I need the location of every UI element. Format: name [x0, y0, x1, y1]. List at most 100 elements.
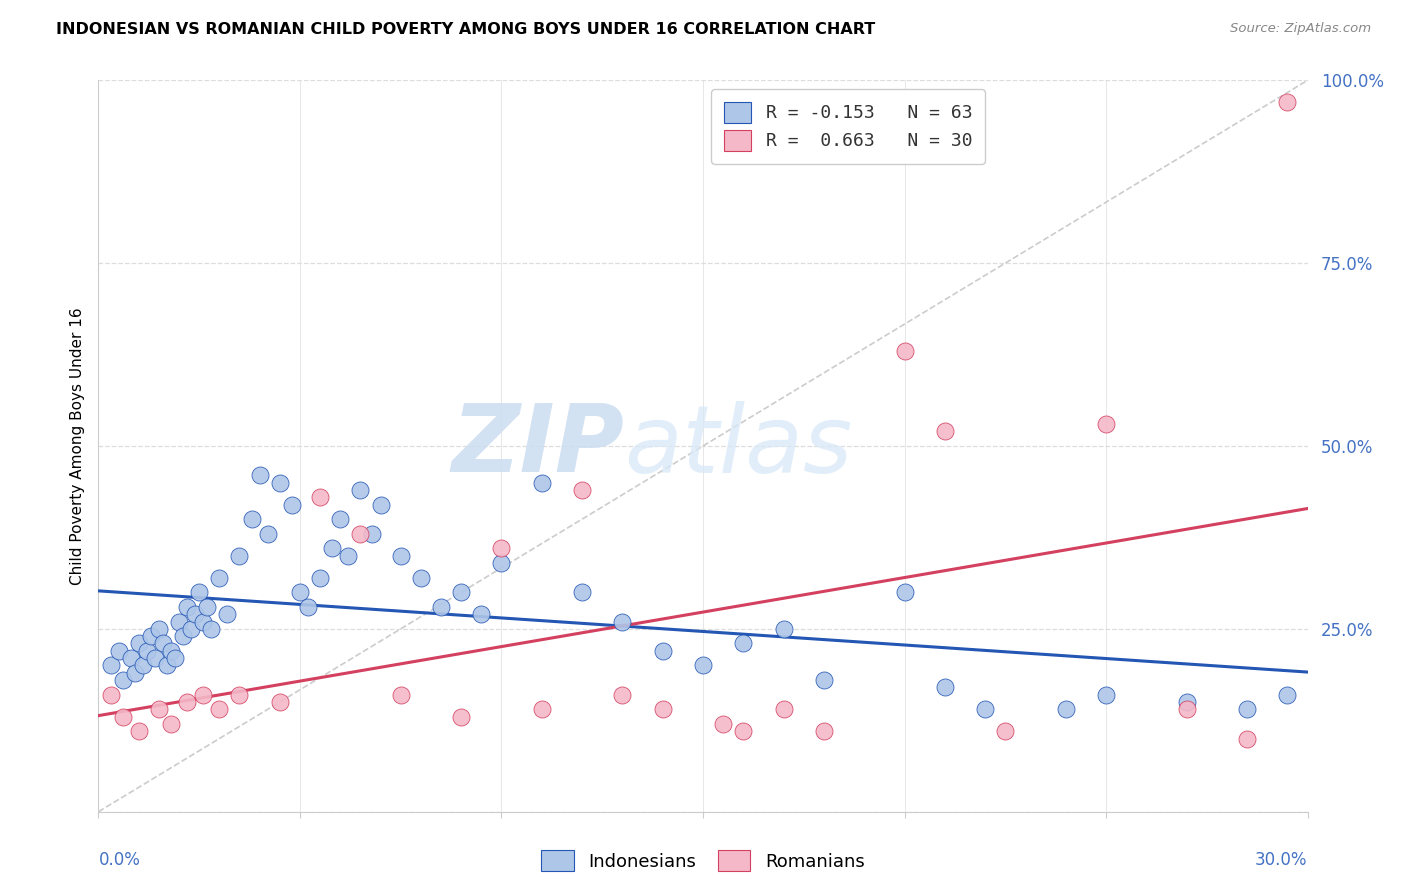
- Point: [470, 607, 492, 622]
- Point: [100, 658, 122, 673]
- Text: ZIP: ZIP: [451, 400, 624, 492]
- Point: [813, 673, 835, 687]
- Point: [329, 512, 352, 526]
- Point: [156, 658, 179, 673]
- Text: 0.0%: 0.0%: [98, 851, 141, 869]
- Point: [389, 549, 412, 563]
- Point: [1054, 702, 1077, 716]
- Point: [772, 622, 794, 636]
- Point: [893, 343, 915, 358]
- Point: [1095, 688, 1118, 702]
- Point: [409, 571, 432, 585]
- Point: [1175, 702, 1198, 716]
- Point: [176, 695, 198, 709]
- Point: [269, 695, 291, 709]
- Point: [240, 512, 263, 526]
- Point: [180, 622, 202, 636]
- Point: [249, 468, 271, 483]
- Point: [163, 651, 186, 665]
- Point: [612, 688, 634, 702]
- Point: [217, 607, 239, 622]
- Point: [651, 644, 673, 658]
- Point: [1236, 731, 1258, 746]
- Point: [228, 549, 250, 563]
- Point: [297, 599, 319, 614]
- Text: atlas: atlas: [624, 401, 852, 491]
- Point: [491, 556, 513, 570]
- Legend: Indonesians, Romanians: Indonesians, Romanians: [534, 843, 872, 879]
- Point: [430, 599, 453, 614]
- Point: [193, 615, 215, 629]
- Point: [813, 724, 835, 739]
- Y-axis label: Child Poverty Among Boys Under 16: Child Poverty Among Boys Under 16: [69, 307, 84, 585]
- Point: [100, 688, 122, 702]
- Point: [124, 665, 146, 680]
- Point: [491, 541, 513, 556]
- Point: [120, 651, 142, 665]
- Point: [172, 629, 194, 643]
- Point: [389, 688, 412, 702]
- Point: [361, 526, 384, 541]
- Point: [711, 717, 734, 731]
- Point: [128, 724, 150, 739]
- Point: [733, 636, 755, 650]
- Point: [193, 688, 215, 702]
- Point: [934, 681, 956, 695]
- Point: [281, 498, 304, 512]
- Point: [128, 636, 150, 650]
- Point: [893, 585, 915, 599]
- Point: [733, 724, 755, 739]
- Point: [184, 607, 207, 622]
- Point: [349, 483, 371, 497]
- Point: [337, 549, 360, 563]
- Point: [974, 702, 997, 716]
- Text: 30.0%: 30.0%: [1256, 851, 1308, 869]
- Point: [651, 702, 673, 716]
- Text: Source: ZipAtlas.com: Source: ZipAtlas.com: [1230, 22, 1371, 36]
- Point: [321, 541, 343, 556]
- Point: [256, 526, 278, 541]
- Point: [188, 585, 211, 599]
- Point: [208, 702, 231, 716]
- Point: [160, 717, 183, 731]
- Point: [1277, 688, 1299, 702]
- Point: [143, 651, 166, 665]
- Point: [309, 490, 332, 504]
- Point: [135, 644, 157, 658]
- Point: [148, 622, 170, 636]
- Point: [200, 622, 222, 636]
- Point: [934, 425, 956, 439]
- Point: [269, 475, 291, 490]
- Point: [530, 702, 553, 716]
- Point: [370, 498, 392, 512]
- Point: [450, 585, 472, 599]
- Point: [1236, 702, 1258, 716]
- Point: [132, 658, 155, 673]
- Point: [176, 599, 198, 614]
- Point: [111, 673, 134, 687]
- Point: [107, 644, 129, 658]
- Point: [692, 658, 714, 673]
- Point: [228, 688, 250, 702]
- Point: [195, 599, 218, 614]
- Point: [1095, 417, 1118, 431]
- Point: [994, 724, 1017, 739]
- Text: INDONESIAN VS ROMANIAN CHILD POVERTY AMONG BOYS UNDER 16 CORRELATION CHART: INDONESIAN VS ROMANIAN CHILD POVERTY AMO…: [56, 22, 876, 37]
- Point: [571, 483, 593, 497]
- Point: [1175, 695, 1198, 709]
- Point: [148, 702, 170, 716]
- Point: [288, 585, 311, 599]
- Point: [208, 571, 231, 585]
- Point: [167, 615, 190, 629]
- Point: [571, 585, 593, 599]
- Point: [139, 629, 162, 643]
- Point: [309, 571, 332, 585]
- Point: [1277, 95, 1299, 110]
- Point: [450, 709, 472, 723]
- Point: [160, 644, 183, 658]
- Point: [772, 702, 794, 716]
- Legend: R = -0.153   N = 63, R =  0.663   N = 30: R = -0.153 N = 63, R = 0.663 N = 30: [711, 89, 984, 163]
- Point: [111, 709, 134, 723]
- Point: [612, 615, 634, 629]
- Point: [349, 526, 371, 541]
